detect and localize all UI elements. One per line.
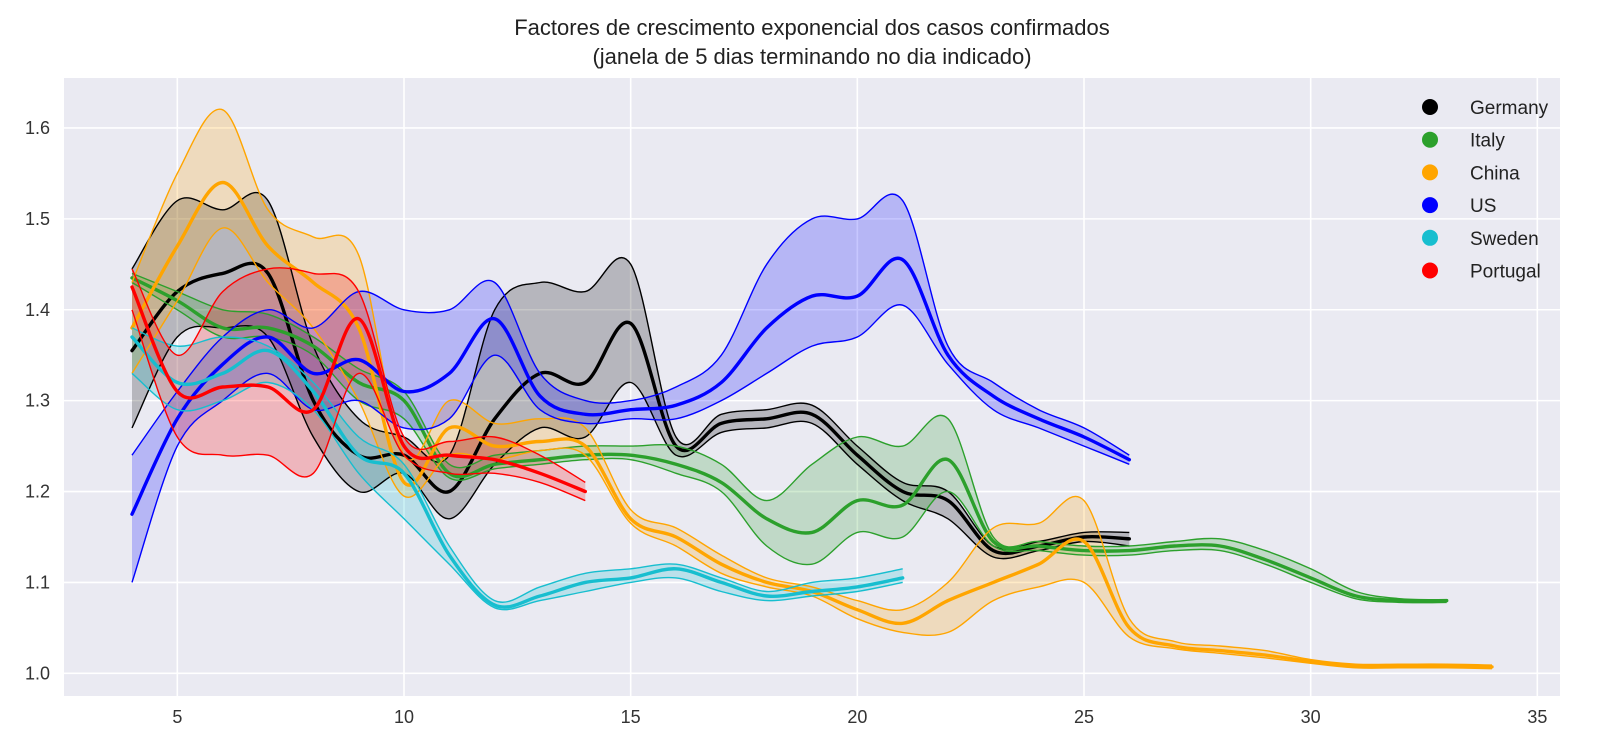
band-germany <box>132 192 1130 559</box>
lower-italy <box>131 281 1447 604</box>
legend-marker-portugal <box>1422 262 1438 279</box>
legend-marker-us <box>1422 197 1438 214</box>
line-portugal <box>130 285 587 494</box>
upper-us <box>131 193 1130 456</box>
legend-label-portugal: Portugal <box>1470 262 1541 283</box>
x-tick-label: 10 <box>394 707 414 727</box>
lower-germany <box>131 324 1130 560</box>
y-tick-label: 1.5 <box>25 209 50 229</box>
lower-us <box>131 304 1130 583</box>
band-us <box>132 194 1130 583</box>
y-tick-label: 1.0 <box>25 663 50 683</box>
band-italy <box>132 273 1447 603</box>
y-tick-label: 1.6 <box>25 118 50 138</box>
y-tick-label: 1.4 <box>25 300 50 320</box>
x-tick-label: 15 <box>621 707 641 727</box>
grid <box>64 78 1560 696</box>
chart-subtitle: (janela de 5 dias terminando no dia indi… <box>592 44 1031 69</box>
band-sweden <box>132 327 903 610</box>
series-lines <box>130 108 1494 670</box>
x-tick-label: 5 <box>172 707 182 727</box>
x-tick-label: 30 <box>1301 707 1321 727</box>
y-tick-label: 1.3 <box>25 391 50 411</box>
legend-marker-italy <box>1422 131 1438 148</box>
upper-portugal <box>131 267 586 484</box>
line-sweden <box>130 335 905 609</box>
upper-sweden <box>131 327 903 603</box>
line-us <box>130 256 1131 516</box>
upper-italy <box>131 272 1447 601</box>
lower-sweden <box>131 372 903 611</box>
legend-label-italy: Italy <box>1470 131 1505 152</box>
legend-marker-china <box>1422 164 1438 181</box>
x-axis-ticks: 5 10 15 20 25 30 35 <box>172 707 1547 727</box>
legend-marker-germany <box>1422 99 1438 115</box>
x-tick-label: 25 <box>1074 707 1094 727</box>
x-tick-label: 20 <box>847 707 867 727</box>
y-tick-label: 1.2 <box>25 482 50 502</box>
legend-label-germany: Germany <box>1470 98 1549 119</box>
chart-title: Factores de crescimento exponencial dos … <box>514 15 1110 40</box>
x-tick-label: 35 <box>1527 707 1547 727</box>
line-italy <box>130 276 1449 603</box>
lower-portugal <box>131 309 586 502</box>
legend: Germany Italy China US Sweden Portugal <box>1422 98 1549 283</box>
legend-marker-sweden <box>1422 229 1438 246</box>
legend-label-us: US <box>1470 196 1496 217</box>
legend-label-china: China <box>1470 163 1520 184</box>
y-axis-ticks: 1.0 1.1 1.2 1.3 1.4 1.5 1.6 <box>25 118 50 683</box>
upper-china <box>131 108 1493 666</box>
line-china <box>130 180 1494 669</box>
legend-label-sweden: Sweden <box>1470 229 1539 250</box>
y-tick-label: 1.1 <box>25 572 50 592</box>
